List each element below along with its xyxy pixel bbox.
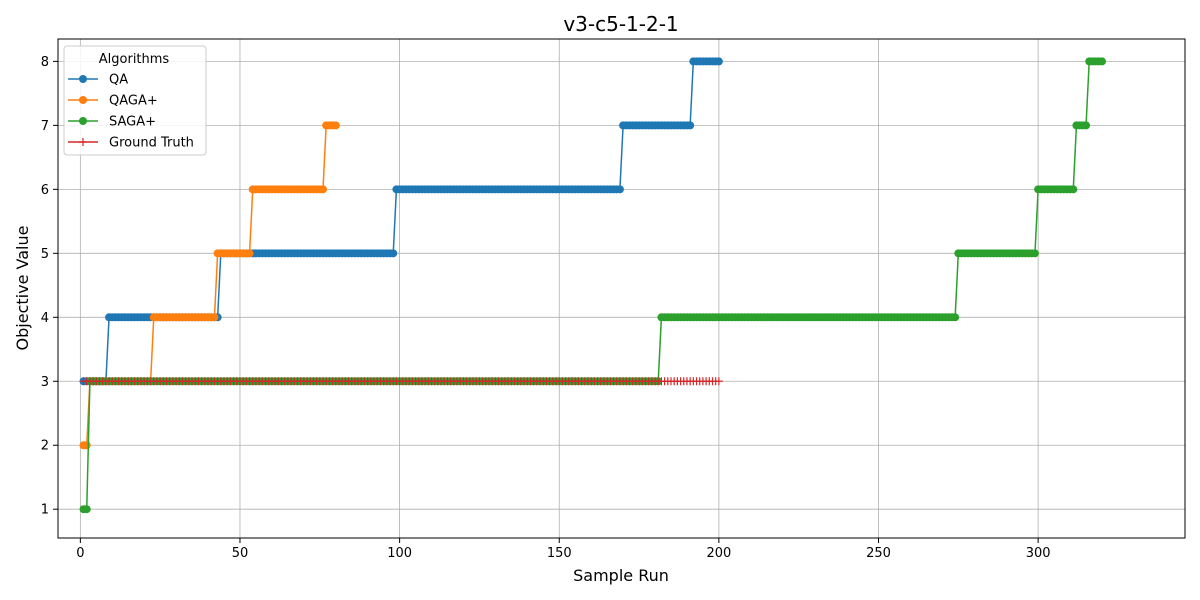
- legend-item-saga: SAGA+: [68, 115, 156, 130]
- x-tick-label: 250: [866, 546, 891, 561]
- data-point: [1097, 57, 1106, 66]
- data-point: [714, 377, 723, 386]
- legend-marker: [79, 75, 87, 83]
- y-tick-label: 8: [41, 55, 49, 70]
- legend-marker: [79, 96, 87, 104]
- y-tick-label: 1: [41, 503, 49, 518]
- data-point: [82, 505, 91, 514]
- data-point: [318, 185, 327, 194]
- y-tick-label: 2: [41, 439, 49, 454]
- legend-item-qa: QA: [68, 73, 128, 88]
- series-ground-truth: [79, 377, 723, 386]
- legend-label: SAGA+: [109, 115, 156, 130]
- y-tick-label: 7: [41, 119, 49, 134]
- legend-item-ground-truth: Ground Truth: [68, 136, 194, 151]
- y-tick-label: 6: [41, 183, 49, 198]
- ticks: 0 50 100 150 200 250 300 1 2 3 4 5 6 7 8: [41, 55, 1051, 561]
- legend: Algorithms QA QAGA+ SAGA+ Ground Truth: [63, 45, 207, 156]
- series-layer: [79, 57, 1106, 514]
- legend-label: QAGA+: [109, 94, 158, 109]
- x-tick-label: 150: [547, 546, 572, 561]
- data-point: [82, 441, 91, 450]
- data-point: [714, 57, 723, 66]
- data-point: [245, 249, 254, 258]
- x-tick-label: 300: [1026, 546, 1051, 561]
- data-point: [1030, 249, 1039, 258]
- legend-marker: [79, 138, 87, 146]
- x-tick-label: 50: [232, 546, 249, 561]
- data-point: [1069, 185, 1078, 194]
- data-point: [389, 249, 398, 258]
- data-point: [686, 121, 695, 130]
- data-point: [1082, 121, 1091, 130]
- legend-marker: [79, 117, 87, 125]
- legend-item-qaga: QAGA+: [68, 94, 158, 109]
- legend-title: Algorithms: [99, 52, 170, 67]
- y-tick-label: 4: [41, 311, 49, 326]
- legend-box: [63, 45, 207, 156]
- y-tick-label: 3: [41, 375, 49, 390]
- legend-label: QA: [109, 73, 128, 88]
- y-axis-label: Objective Value: [13, 226, 32, 351]
- data-point: [210, 313, 219, 322]
- x-tick-label: 0: [76, 546, 84, 561]
- x-axis-label: Sample Run: [573, 566, 669, 585]
- chart-title: v3-c5-1-2-1: [563, 12, 678, 36]
- data-point: [615, 185, 624, 194]
- x-tick-label: 100: [387, 546, 412, 561]
- y-tick-label: 5: [41, 247, 49, 262]
- x-tick-label: 200: [706, 546, 731, 561]
- legend-label: Ground Truth: [109, 136, 194, 151]
- data-point: [331, 121, 340, 130]
- plot-frame: [57, 38, 1186, 539]
- data-point: [951, 313, 960, 322]
